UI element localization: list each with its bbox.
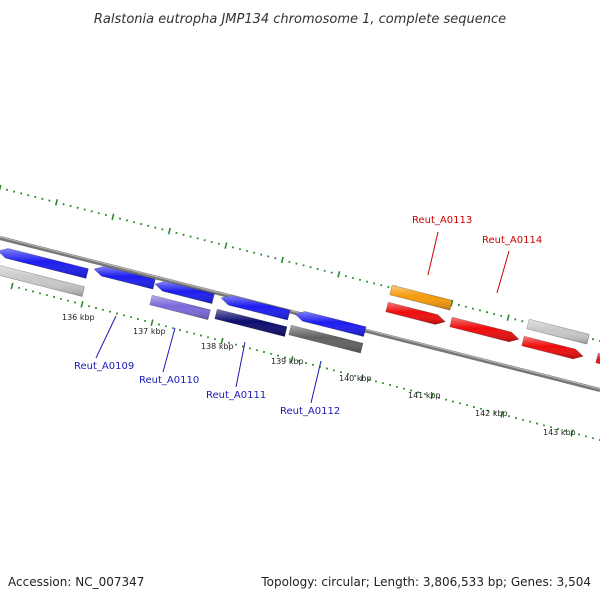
upper-minor-tick <box>161 228 164 231</box>
upper-major-tick <box>506 314 510 321</box>
kbp-label-139: 139 kbp <box>271 357 304 366</box>
gene-label-reut-a0114[interactable]: Reut_A0114 <box>482 235 542 246</box>
upper-minor-tick <box>316 267 319 271</box>
upper-minor-tick <box>147 224 150 227</box>
leader-reut-a0113 <box>427 231 439 276</box>
leader-reut-a0114 <box>496 250 510 294</box>
kbp-label-142: 142 kbp <box>475 409 508 418</box>
upper-minor-tick <box>196 237 199 240</box>
lower-major-tick <box>150 319 154 326</box>
upper-minor-tick <box>267 255 270 258</box>
upper-minor-tick <box>175 231 178 235</box>
lower-major-tick <box>80 301 84 308</box>
upper-minor-tick <box>591 338 595 341</box>
upper-minor-tick <box>76 206 79 209</box>
upper-minor-tick <box>62 203 65 206</box>
leader-reut-a0112 <box>310 360 322 404</box>
kbp-label-143: 143 kbp <box>543 428 576 437</box>
lower-major-tick <box>500 411 504 418</box>
upper-minor-tick <box>5 188 9 191</box>
upper-major-tick <box>54 199 59 206</box>
upper-minor-tick <box>330 271 333 274</box>
kbp-labels: 136 kbp 137 kbp 138 kbp 139 kbp 140 kbp … <box>62 313 576 437</box>
gene-labels: Reut_A0109 Reut_A0110 Reut_A0111 Reut_A0… <box>74 215 542 417</box>
lower-major-tick <box>360 374 364 381</box>
upper-major-tick <box>280 256 284 264</box>
upper-minor-tick <box>521 320 524 323</box>
kbp-label-138: 138 kbp <box>201 342 234 351</box>
lower-major-tick <box>570 429 574 436</box>
lower-major-tick <box>220 337 224 345</box>
gene-arrow-reut-a0114[interactable] <box>449 316 520 343</box>
upper-minor-tick <box>471 307 475 310</box>
kbp-label-141: 141 kbp <box>408 391 441 400</box>
gene-label-reut-a0109[interactable]: Reut_A0109 <box>74 361 134 372</box>
upper-major-tick <box>0 184 2 192</box>
upper-minor-tick <box>182 233 185 236</box>
lower-major-tick <box>430 392 434 400</box>
upper-minor-tick <box>351 276 355 280</box>
upper-minor-tick <box>387 285 390 289</box>
label-leader-lines <box>95 231 510 404</box>
accession-text: Accession: NC_007347 <box>8 575 144 589</box>
kbp-label-140: 140 kbp <box>339 374 372 383</box>
upper-minor-tick <box>210 240 213 244</box>
upper-major-tick <box>224 242 228 249</box>
upper-minor-tick <box>41 197 44 200</box>
upper-minor-tick <box>485 311 489 314</box>
leader-reut-a0109 <box>95 315 117 359</box>
kbp-label-136: 136 kbp <box>62 313 95 322</box>
kbp-label-137: 137 kbp <box>133 327 166 336</box>
map-title: Ralstonia eutropha JMP134 chromosome 1, … <box>94 12 506 27</box>
leader-reut-a0110 <box>162 327 176 373</box>
gene-label-reut-a0113[interactable]: Reut_A0113 <box>412 215 472 226</box>
tick-row-lower <box>10 282 600 441</box>
upper-major-tick <box>111 213 115 221</box>
upper-minor-tick <box>302 264 305 267</box>
leader-reut-a0111 <box>235 341 246 388</box>
upper-minor-tick <box>125 219 129 222</box>
topology-text: Topology: circular; Length: 3,806,533 bp… <box>260 575 591 589</box>
upper-major-tick <box>167 227 171 235</box>
upper-minor-tick <box>295 262 298 265</box>
upper-minor-tick <box>245 249 249 253</box>
upper-minor-tick <box>365 280 369 283</box>
gene-arrow-reut-a0116[interactable] <box>595 352 600 368</box>
lower-major-tick <box>10 282 14 290</box>
gene-label-reut-a0112[interactable]: Reut_A0112 <box>280 406 340 417</box>
gene-label-reut-a0110[interactable]: Reut_A0110 <box>139 375 199 386</box>
upper-major-tick <box>337 271 341 278</box>
gene-features <box>0 248 600 368</box>
gene-label-reut-a0111[interactable]: Reut_A0111 <box>206 390 266 401</box>
upper-minor-tick <box>231 246 235 249</box>
upper-minor-tick <box>27 194 30 197</box>
upper-minor-tick <box>90 210 93 213</box>
lower-major-tick <box>290 356 294 363</box>
